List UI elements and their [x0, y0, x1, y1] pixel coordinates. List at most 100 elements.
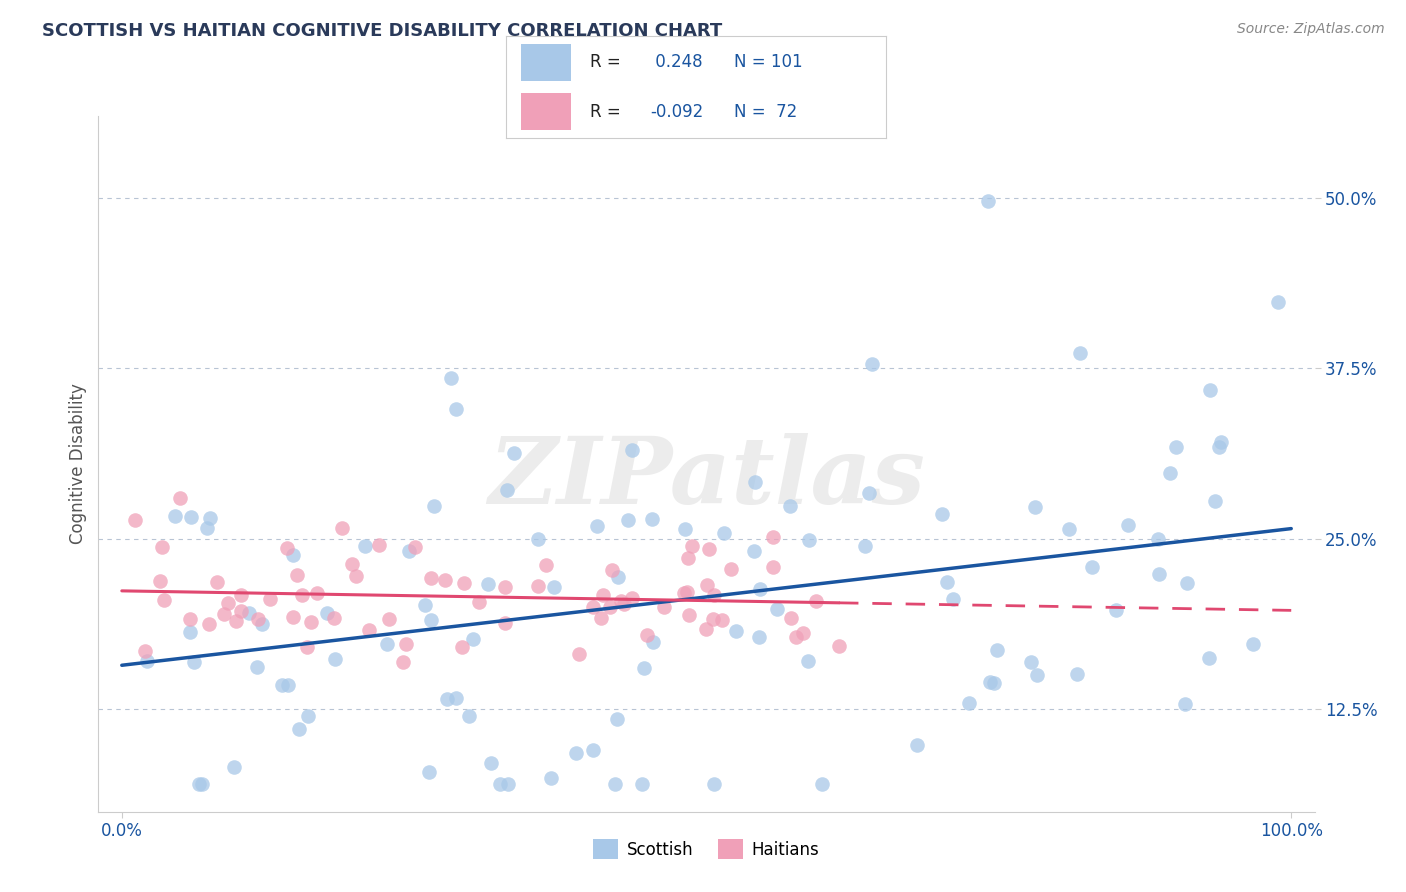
Point [780, 610, 803, 624]
Point [179, 611, 201, 625]
Point [415, 598, 437, 612]
Point [779, 499, 801, 513]
Point [641, 511, 664, 525]
Point [477, 577, 499, 591]
Point [423, 500, 446, 514]
Point [395, 637, 418, 651]
Point [564, 746, 586, 760]
Point [811, 777, 834, 791]
Point [586, 519, 609, 533]
Point [676, 585, 699, 599]
Point [1066, 667, 1088, 681]
Point [357, 624, 380, 638]
Point [418, 764, 440, 779]
Point [681, 539, 703, 553]
Point [276, 541, 298, 555]
Point [1024, 500, 1046, 514]
Point [1199, 384, 1222, 398]
Point [678, 607, 700, 622]
Point [610, 594, 633, 608]
Point [436, 691, 458, 706]
Point [246, 659, 269, 673]
Point [797, 533, 820, 548]
Text: SCOTTISH VS HAITIAN COGNITIVE DISABILITY CORRELATION CHART: SCOTTISH VS HAITIAN COGNITIVE DISABILITY… [42, 22, 723, 40]
Point [860, 357, 883, 371]
Point [297, 709, 319, 723]
Point [1116, 518, 1139, 533]
Point [169, 491, 191, 505]
Point [702, 612, 724, 626]
Point [1019, 655, 1042, 669]
Point [905, 738, 928, 752]
Point [633, 661, 655, 675]
Point [630, 777, 652, 791]
Point [761, 530, 783, 544]
Point [762, 560, 785, 574]
FancyBboxPatch shape [522, 93, 571, 130]
Point [1159, 467, 1181, 481]
Point [502, 446, 524, 460]
Point [621, 591, 644, 605]
Point [1105, 602, 1128, 616]
Point [231, 589, 253, 603]
Point [163, 508, 186, 523]
Point [676, 550, 699, 565]
Point [496, 777, 519, 791]
Point [534, 558, 557, 572]
Point [198, 616, 221, 631]
Point [931, 508, 953, 522]
Point [152, 592, 174, 607]
Point [283, 609, 305, 624]
Point [942, 591, 965, 606]
Point [526, 579, 548, 593]
Point [124, 513, 146, 527]
Point [404, 540, 426, 554]
Point [323, 652, 346, 666]
Point [1069, 346, 1091, 360]
Point [613, 598, 636, 612]
Point [340, 557, 363, 571]
Point [285, 568, 308, 582]
Point [581, 743, 603, 757]
Point [461, 632, 484, 646]
Point [1146, 532, 1168, 546]
Point [983, 676, 1005, 690]
Legend: Scottish, Haitians: Scottish, Haitians [586, 832, 827, 866]
Point [977, 194, 1000, 208]
Point [488, 777, 510, 791]
Point [323, 611, 346, 625]
Point [398, 543, 420, 558]
Point [1147, 566, 1170, 581]
Point [979, 674, 1001, 689]
Point [652, 600, 675, 615]
Point [806, 593, 828, 607]
Point [710, 613, 733, 627]
Point [673, 522, 696, 536]
Point [368, 538, 391, 552]
Text: 0.248: 0.248 [651, 54, 703, 71]
Point [212, 607, 235, 622]
Text: Source: ZipAtlas.com: Source: ZipAtlas.com [1237, 22, 1385, 37]
Point [453, 576, 475, 591]
Point [246, 612, 269, 626]
Point [238, 607, 260, 621]
Point [229, 604, 252, 618]
Point [1081, 559, 1104, 574]
Point [582, 599, 605, 614]
Point [720, 562, 742, 576]
Point [620, 443, 643, 458]
Point [1057, 522, 1080, 536]
Point [375, 636, 398, 650]
Point [785, 630, 807, 644]
Point [673, 586, 696, 600]
Point [748, 630, 770, 644]
Point [1198, 651, 1220, 665]
Point [332, 521, 354, 535]
Point [479, 756, 502, 770]
Point [420, 613, 443, 627]
Point [444, 691, 467, 706]
Point [1241, 637, 1264, 651]
Point [702, 589, 724, 603]
Point [713, 525, 735, 540]
Point [392, 655, 415, 669]
